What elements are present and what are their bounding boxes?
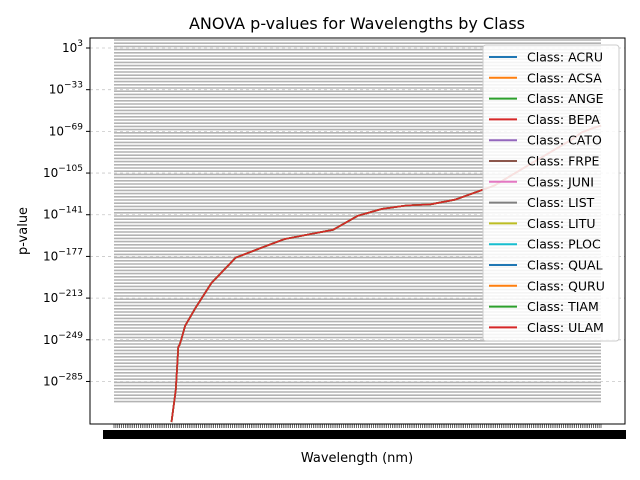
y-tick-label: 10−249 <box>43 331 83 347</box>
legend-entry: Class: LIST <box>527 195 595 210</box>
x-tick-labels-overlap <box>103 430 626 439</box>
y-tick-label: 10−69 <box>49 122 84 138</box>
legend-entry: Class: ACSA <box>527 70 602 85</box>
legend-entry: Class: ULAM <box>527 320 604 335</box>
legend-entry: Class: BEPA <box>527 112 600 127</box>
y-axis-label: p-value <box>16 207 31 255</box>
plot-frame <box>89 37 626 425</box>
legend-entry: Class: LITU <box>527 216 596 231</box>
y-tick-label: 10−285 <box>43 372 83 388</box>
legend-entry: Class: ANGE <box>527 91 604 106</box>
x-axis-ticks <box>103 424 626 439</box>
y-tick-label: 10−177 <box>43 247 83 263</box>
y-tick-label: 10−105 <box>43 164 83 180</box>
chart-title: ANOVA p-values for Wavelengths by Class <box>189 14 525 33</box>
y-tick-label: 103 <box>62 39 83 55</box>
legend-entry: Class: JUNI <box>527 174 594 189</box>
y-axis: 103 10−33 10−69 10−105 10−141 10−177 10−213 10−… <box>43 39 90 388</box>
legend-entry: Class: FRPE <box>527 154 599 169</box>
legend-entry: Class: QUAL <box>527 258 603 273</box>
y-tick-label: 10−33 <box>49 81 83 97</box>
legend-entry: Class: QURU <box>527 278 605 293</box>
x-axis-label: Wavelength (nm) <box>301 451 413 466</box>
legend-entry: Class: ACRU <box>527 50 603 65</box>
legend-box <box>482 44 620 342</box>
legend-entry: Class: CATO <box>527 133 602 148</box>
legend: Class: ACRU Class: ACSA Class: ANGE Class: … <box>482 44 620 342</box>
y-tick-label: 10−141 <box>43 206 83 222</box>
legend-entry: Class: TIAM <box>527 299 599 314</box>
legend-entry: Class: PLOC <box>527 237 601 252</box>
y-tick-label: 10−213 <box>43 289 83 305</box>
